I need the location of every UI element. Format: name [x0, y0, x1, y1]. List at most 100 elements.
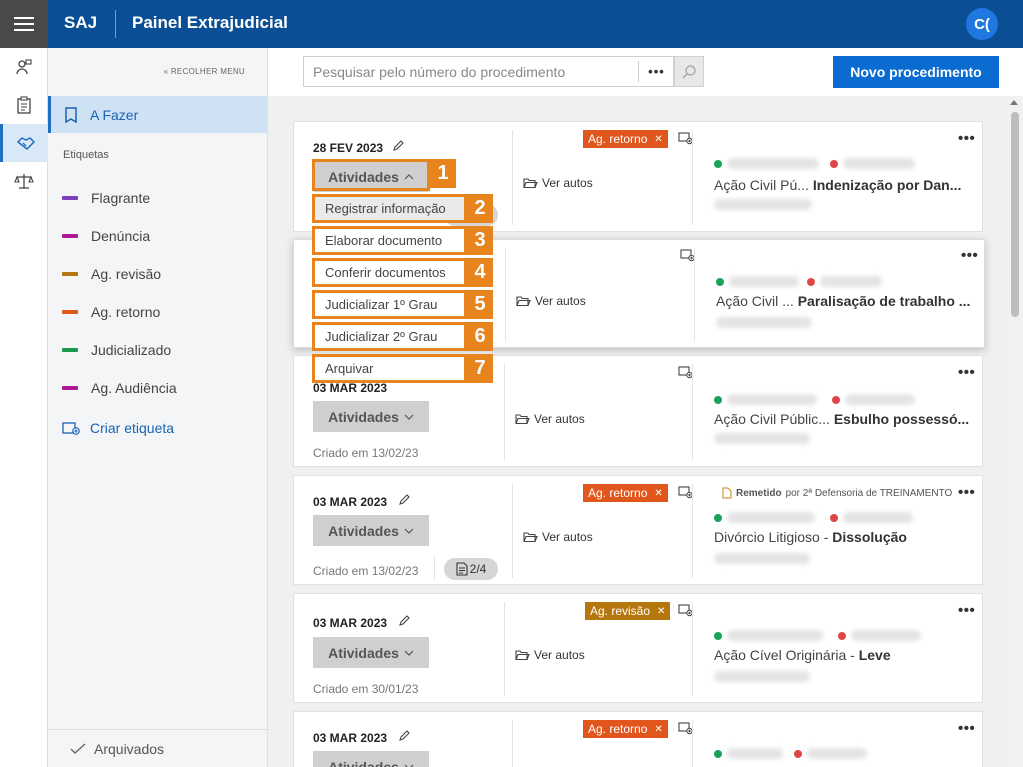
tag-label: Ag. Audiência — [91, 380, 177, 396]
card-more-button[interactable]: ••• — [958, 130, 976, 147]
marker-3: 3 — [467, 226, 493, 255]
new-procedure-button[interactable]: Novo procedimento — [833, 56, 999, 88]
edit-pencil-icon[interactable] — [398, 729, 411, 742]
menu-judicializar-2-grau[interactable]: Judicializar 2º Grau — [312, 322, 467, 351]
card-more-button[interactable]: ••• — [958, 484, 976, 501]
rail-handshake-icon[interactable] — [0, 124, 48, 162]
brand-logo[interactable]: SAJ — [64, 13, 98, 32]
procedure-description: Divórcio Litigioso - Dissolução — [714, 529, 907, 545]
redacted-party — [727, 394, 817, 405]
tag-ag-retorno[interactable]: Ag. retorno — [62, 302, 160, 322]
card-more-button[interactable]: ••• — [958, 364, 976, 381]
edit-pencil-icon[interactable] — [398, 493, 411, 506]
tag-judicializado[interactable]: Judicializado — [62, 340, 171, 360]
redacted-party — [843, 158, 915, 169]
redacted-party — [727, 158, 819, 169]
ver-autos-link[interactable]: Ver autos — [515, 648, 585, 662]
tag-ag-revisao[interactable]: Ag. revisão — [62, 264, 161, 284]
remove-tag-icon[interactable]: ✕ — [654, 723, 663, 735]
card-divider — [512, 720, 513, 767]
tag-denuncia[interactable]: Denúncia — [62, 226, 150, 246]
sidebar-item-a-fazer[interactable]: A Fazer — [48, 96, 268, 133]
activities-button[interactable]: Atividades — [313, 161, 429, 192]
redacted-party — [729, 276, 799, 287]
menu-conferir-documentos[interactable]: Conferir documentos — [312, 258, 467, 287]
card-more-button[interactable]: ••• — [958, 602, 976, 619]
ver-autos-link[interactable]: Ver autos — [516, 294, 586, 308]
tag-label: Ag. retorno — [91, 304, 161, 320]
archived-link[interactable]: Arquivados — [48, 729, 268, 767]
scrollbar-thumb[interactable] — [1011, 112, 1019, 317]
rail-people-icon[interactable] — [0, 48, 48, 86]
procedure-card[interactable]: 03 MAR 2023 Atividades Criado em 30/01/2… — [293, 593, 983, 703]
activities-button[interactable]: Atividades — [313, 401, 429, 432]
add-tag-icon[interactable] — [678, 132, 693, 145]
created-date: Criado em 13/02/23 — [313, 446, 419, 460]
ver-autos-link[interactable]: Ver autos — [523, 530, 593, 544]
card-tag[interactable]: Ag. retorno ✕ — [583, 720, 668, 738]
check-icon — [70, 742, 86, 754]
activities-label: Atividades — [328, 408, 399, 425]
edit-pencil-icon[interactable] — [392, 139, 405, 152]
remove-tag-icon[interactable]: ✕ — [654, 133, 663, 145]
procedure-card[interactable]: 03 MAR 2023 Atividades Ag. retorno ✕ ••• — [293, 711, 983, 767]
card-date: 03 MAR 2023 — [313, 731, 388, 745]
procedure-subject: Dissolução — [832, 529, 907, 545]
remetido-info: Remetido por 2ª Defensoria de TREINAMENT… — [722, 487, 952, 499]
user-avatar[interactable]: C( — [966, 8, 998, 40]
card-tag[interactable]: Ag. retorno ✕ — [583, 130, 668, 148]
documents-badge[interactable]: 2/4 — [444, 558, 498, 580]
scroll-up-icon[interactable] — [1010, 100, 1018, 105]
redacted-party — [843, 512, 913, 523]
card-date: 28 FEV 2023 — [313, 141, 384, 155]
add-tag-icon[interactable] — [678, 604, 693, 617]
card-divider — [692, 364, 693, 460]
procedure-card[interactable]: 03 MAR 2023 Atividades Criado em 13/02/2… — [293, 475, 983, 585]
remove-tag-icon[interactable]: ✕ — [657, 605, 666, 617]
etiquetas-heading: Etiquetas — [63, 149, 109, 161]
menu-elaborar-documento[interactable]: Elaborar documento — [312, 226, 467, 255]
edit-pencil-icon[interactable] — [398, 614, 411, 627]
add-tag-icon[interactable] — [678, 722, 693, 735]
procedure-class: Ação Civil Pú... — [714, 177, 809, 193]
activities-button[interactable]: Atividades — [313, 637, 429, 668]
hamburger-menu-icon[interactable] — [0, 0, 48, 48]
menu-judicializar-1-grau[interactable]: Judicializar 1º Grau — [312, 290, 467, 319]
search-button[interactable] — [674, 56, 704, 87]
activities-button[interactable]: Atividades — [313, 515, 429, 546]
remove-tag-icon[interactable]: ✕ — [654, 487, 663, 499]
rail-scales-icon[interactable] — [0, 162, 48, 200]
card-tag-label: Ag. retorno — [588, 486, 648, 500]
activities-button[interactable]: Atividades — [313, 751, 429, 767]
tag-flagrante[interactable]: Flagrante — [62, 188, 150, 208]
search-options-button[interactable]: ••• — [638, 61, 674, 82]
card-divider — [504, 602, 505, 696]
tag-color-bar — [62, 348, 78, 352]
sidebar-item-label: A Fazer — [90, 106, 139, 123]
procedure-card[interactable]: 03 MAR 2023 Atividades Criado em 13/02/2… — [293, 355, 983, 467]
card-more-button[interactable]: ••• — [961, 247, 979, 264]
left-rail — [0, 48, 48, 767]
search-input[interactable] — [304, 57, 637, 86]
ver-autos-link[interactable]: Ver autos — [515, 412, 585, 426]
ver-autos-link[interactable]: Ver autos — [523, 176, 593, 190]
card-tag[interactable]: Ag. revisão ✕ — [585, 602, 671, 620]
tag-color-bar — [62, 234, 78, 238]
add-tag-icon[interactable] — [680, 249, 695, 262]
scrollbar[interactable] — [1006, 96, 1023, 767]
create-tag-button[interactable]: Criar etiqueta — [62, 420, 174, 436]
menu-registrar-informacao[interactable]: Registrar informação — [312, 194, 467, 223]
collapse-menu-button[interactable]: « RECOLHER MENU — [163, 67, 245, 76]
marker-2: 2 — [467, 194, 493, 223]
card-tag[interactable]: Ag. retorno ✕ — [583, 484, 668, 502]
add-tag-icon[interactable] — [678, 486, 693, 499]
card-more-button[interactable]: ••• — [958, 720, 976, 737]
remetido-document-icon — [722, 487, 732, 499]
redacted-party — [845, 394, 915, 405]
add-tag-icon[interactable] — [678, 366, 693, 379]
menu-arquivar[interactable]: Arquivar — [312, 354, 467, 383]
rail-clipboard-icon[interactable] — [0, 86, 48, 124]
toolbar: ••• Novo procedimento — [268, 48, 1023, 96]
tag-ag-audiencia[interactable]: Ag. Audiência — [62, 378, 177, 398]
chevron-down-icon — [404, 650, 414, 656]
